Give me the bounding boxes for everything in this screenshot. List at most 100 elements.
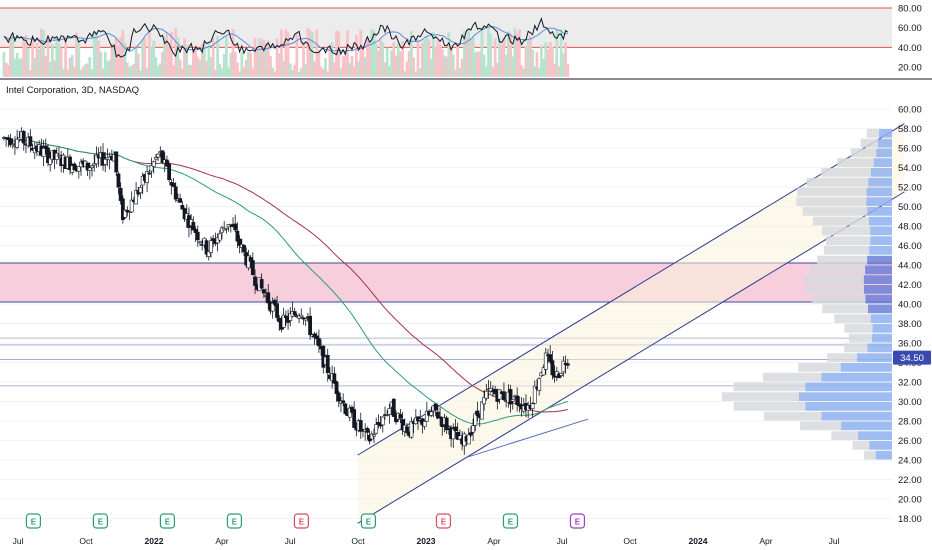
volume-bar <box>258 38 261 77</box>
volume-bar <box>462 31 466 77</box>
volume-bar <box>524 46 528 77</box>
earnings-event-icon[interactable]: E <box>569 513 586 529</box>
volume-bar <box>174 28 178 77</box>
candle-body <box>211 238 216 241</box>
volume-bar <box>130 65 134 77</box>
candle-body <box>308 315 313 336</box>
candle <box>444 415 449 434</box>
volume-profile-bar <box>858 431 892 440</box>
volume-bar <box>562 52 565 77</box>
volume-bar <box>493 38 497 77</box>
candle-body <box>191 222 196 231</box>
volume-profile-bar <box>806 177 869 187</box>
volume-bar <box>125 62 129 77</box>
earnings-event-icon[interactable]: E <box>92 513 109 529</box>
candle <box>358 412 363 439</box>
candle <box>424 401 429 422</box>
candle <box>206 250 211 261</box>
volume-bar <box>359 29 363 77</box>
volume-bar <box>410 30 413 77</box>
earnings-event-icon[interactable]: E <box>25 513 41 529</box>
candle <box>312 331 317 345</box>
volume-bar <box>310 32 314 77</box>
earnings-event-icon[interactable]: E <box>435 513 452 529</box>
earnings-event-icon[interactable]: E <box>293 513 309 529</box>
volume-bar <box>42 29 45 77</box>
candle-body <box>226 224 231 228</box>
volume-bar <box>295 32 299 77</box>
volume-bar <box>136 53 140 77</box>
time-tick-label: 2023 <box>417 536 436 546</box>
candle <box>76 166 81 179</box>
candle-body <box>114 151 119 173</box>
candle <box>154 154 158 163</box>
volume-bar <box>368 40 371 77</box>
volume-profile-bar <box>844 324 873 333</box>
candle-body <box>343 403 348 414</box>
candle-body <box>466 434 471 445</box>
event-badge <box>360 513 376 529</box>
volume-bar <box>9 37 12 77</box>
volume-bar <box>421 43 424 77</box>
volume-bar <box>216 35 219 77</box>
earnings-event-icon[interactable]: E <box>159 513 175 529</box>
candle <box>457 429 462 441</box>
candle-body <box>134 190 138 205</box>
volume-bar <box>222 54 226 77</box>
earnings-event-icon[interactable]: E <box>226 513 242 529</box>
candle <box>41 140 46 167</box>
volume-bar <box>187 64 191 77</box>
price-tick-label: 32.00 <box>898 378 922 389</box>
volume-bar <box>291 70 294 77</box>
candle-body <box>314 335 319 340</box>
volume-bar <box>240 51 244 77</box>
volume-bar <box>522 68 526 77</box>
candle-body <box>325 354 330 374</box>
candle-body <box>72 163 77 170</box>
candle <box>261 288 266 298</box>
candle <box>167 161 172 183</box>
time-tick-label: Apr <box>759 536 772 546</box>
volume-bar <box>273 71 277 77</box>
volume-bar <box>220 68 224 77</box>
candle <box>250 252 255 276</box>
candle <box>125 206 130 217</box>
earnings-event-icon[interactable]: E <box>360 513 376 529</box>
candle-body <box>557 373 561 379</box>
volume-profile-bar <box>831 431 859 440</box>
volume-bar <box>357 61 360 77</box>
volume-bar <box>145 67 149 77</box>
volume-bar <box>449 47 453 77</box>
candle-body <box>365 428 370 433</box>
candle <box>325 348 330 382</box>
volume-bar <box>361 47 365 77</box>
candle <box>259 273 264 290</box>
volume-profile-bar <box>864 450 876 460</box>
candle-body <box>398 414 403 419</box>
candle <box>138 185 143 199</box>
candle <box>283 310 288 326</box>
earnings-event-icon[interactable]: E <box>502 513 519 529</box>
volume-bar <box>341 56 345 77</box>
candle-body <box>171 182 176 187</box>
volume-profile-bar <box>798 392 892 401</box>
candle-body <box>380 416 385 426</box>
candle <box>178 193 183 204</box>
price-tick-label: 30.00 <box>898 397 922 408</box>
volume-bar <box>559 29 563 77</box>
time-tick-label: Jul <box>829 536 840 546</box>
candle <box>405 423 409 436</box>
candle-body <box>250 260 255 275</box>
volume-bar <box>526 38 530 77</box>
event-badge <box>25 513 41 529</box>
candle <box>246 249 251 271</box>
candle-body <box>125 209 130 212</box>
candle <box>561 356 566 377</box>
candle-body <box>193 228 198 233</box>
volume-profile-bar <box>865 265 892 275</box>
last-price-label: 34.50 <box>900 353 924 364</box>
event-label: E <box>232 518 238 527</box>
candle-body <box>43 145 48 149</box>
